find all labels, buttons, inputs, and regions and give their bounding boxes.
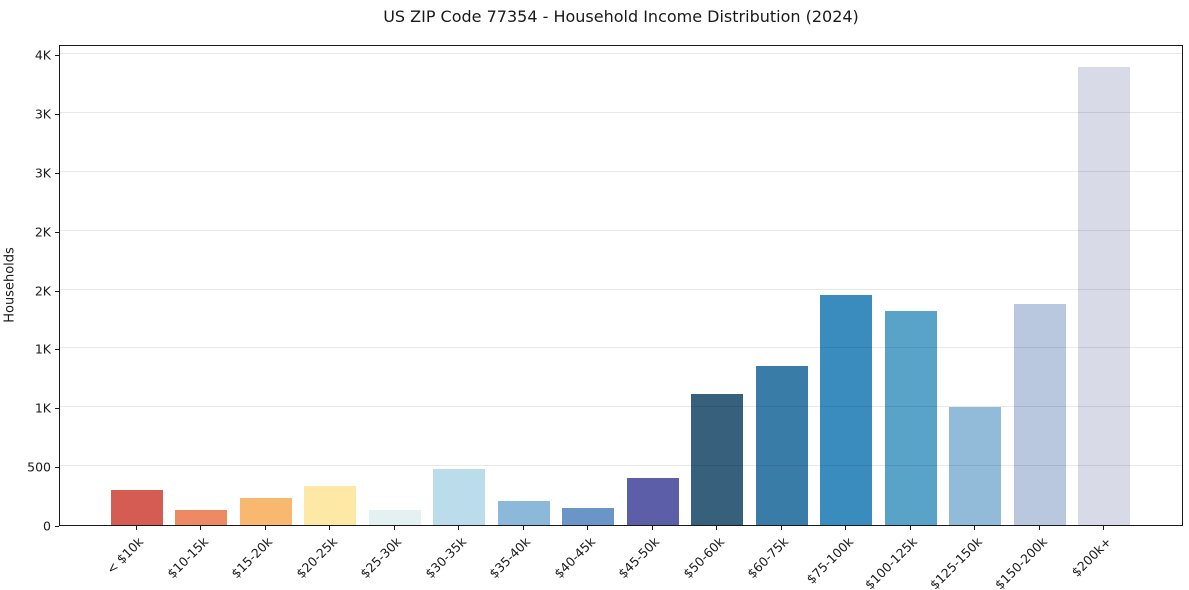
x-tick-label: $200k+: [1068, 534, 1115, 580]
gridline: [60, 170, 1182, 172]
y-tick-mark: [55, 172, 59, 174]
y-tick-mark: [55, 349, 59, 351]
bar-$40-45k: [562, 507, 615, 525]
x-tick-label: $40-45k: [550, 534, 598, 582]
x-tick-mark: [716, 526, 718, 530]
plot-area: [59, 45, 1183, 526]
x-tick-mark: [1103, 526, 1105, 530]
x-tick-label: $50-60k: [679, 534, 727, 582]
gridline: [60, 406, 1182, 408]
x-tick-label: $15-20k: [228, 534, 276, 582]
x-tick-label: $75-100k: [803, 534, 856, 587]
y-tick-label: 3K: [34, 165, 51, 181]
bar-$50-60k: [691, 394, 744, 525]
bar-$150-200k: [1013, 303, 1066, 525]
y-tick-label: 2K: [34, 283, 51, 298]
x-tick-label: $60-75k: [744, 534, 792, 582]
bar-$20-25k: [304, 485, 357, 525]
y-tick-label: 500: [27, 459, 51, 475]
y-tick-label: 1K: [34, 341, 51, 357]
bar-$45-50k: [626, 477, 679, 525]
bar-$25-30k: [368, 509, 421, 525]
x-tick-mark: [909, 526, 911, 530]
y-tick-mark: [55, 408, 59, 410]
bar-< $10k: [110, 489, 163, 525]
x-tick-mark: [651, 526, 653, 530]
bar-$60-75k: [755, 366, 808, 525]
y-tick-label: 4K: [34, 47, 51, 63]
x-tick-mark: [1038, 526, 1040, 530]
x-tick-label: $30-35k: [421, 534, 469, 582]
x-tick-mark: [135, 526, 137, 530]
bar-$100-125k: [884, 310, 937, 525]
gridline: [60, 53, 1182, 55]
x-tick-label: $125-150k: [926, 534, 985, 590]
y-tick-mark: [55, 290, 59, 292]
x-tick-label: < $10k: [103, 534, 147, 577]
x-tick-label: $20-25k: [292, 534, 340, 582]
chart-title: US ZIP Code 77354 - Household Income Dis…: [383, 7, 859, 26]
gridline: [60, 347, 1182, 349]
gridline: [60, 229, 1182, 231]
gridline: [60, 465, 1182, 467]
x-tick-mark: [780, 526, 782, 530]
y-tick-label: 1K: [34, 400, 51, 416]
x-tick-mark: [264, 526, 266, 530]
x-tick-mark: [393, 526, 395, 530]
x-tick-mark: [587, 526, 589, 530]
y-tick-mark: [55, 113, 59, 115]
x-tick-label: $45-50k: [615, 534, 663, 582]
x-tick-mark: [200, 526, 202, 530]
y-tick-label: 3K: [34, 106, 51, 122]
gridline: [60, 288, 1182, 290]
x-tick-mark: [522, 526, 524, 530]
x-tick-mark: [845, 526, 847, 530]
y-tick-mark: [55, 231, 59, 233]
y-tick-mark: [55, 526, 59, 527]
bar-$10-15k: [175, 509, 228, 525]
bar-$15-20k: [239, 497, 292, 525]
x-tick-label: $10-15k: [163, 534, 211, 582]
x-tick-label: $25-30k: [357, 534, 405, 582]
gridline: [60, 111, 1182, 113]
y-tick-label: 0: [43, 518, 51, 534]
x-tick-mark: [458, 526, 460, 530]
y-tick-mark: [55, 55, 59, 56]
x-tick-mark: [329, 526, 331, 530]
bar-$75-100k: [820, 295, 873, 525]
x-tick-label: $150-200k: [991, 534, 1050, 590]
y-tick-mark: [55, 467, 59, 469]
bar-$125-150k: [949, 406, 1002, 525]
x-tick-mark: [974, 526, 976, 530]
bar-$35-40k: [497, 501, 550, 525]
bar-$200k+: [1078, 66, 1131, 525]
bar-$30-35k: [433, 468, 486, 525]
y-tick-label: 2K: [34, 224, 51, 240]
x-tick-label: $35-40k: [486, 534, 534, 582]
x-tick-label: $100-125k: [862, 534, 921, 590]
